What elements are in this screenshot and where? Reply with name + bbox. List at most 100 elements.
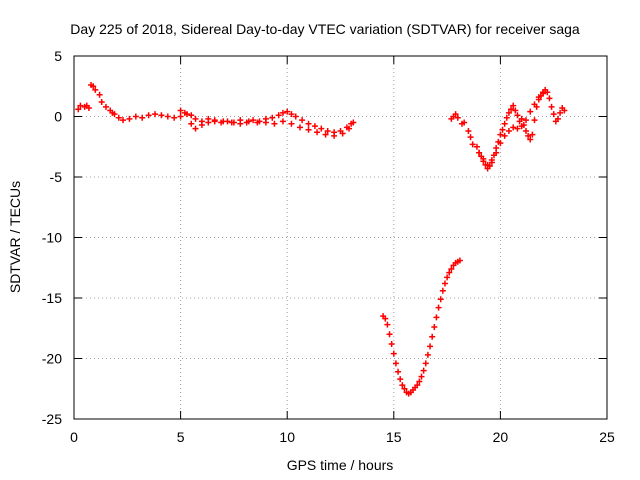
- data-point: [90, 83, 97, 90]
- data-point: [102, 103, 109, 110]
- data-point: [399, 382, 406, 389]
- data-point: [484, 161, 491, 168]
- data-point: [544, 89, 551, 96]
- data-point: [126, 115, 133, 122]
- data-point: [505, 109, 512, 116]
- data-point: [535, 94, 542, 101]
- data-point: [510, 124, 517, 131]
- data-point: [527, 108, 534, 115]
- data-point: [288, 120, 295, 127]
- data-point: [388, 340, 395, 347]
- data-point: [171, 114, 178, 121]
- data-point: [518, 115, 525, 122]
- data-point: [401, 385, 408, 392]
- data-point: [414, 382, 421, 389]
- x-tick-label: 10: [279, 429, 295, 445]
- data-point: [192, 125, 199, 132]
- y-tick-label: -5: [50, 169, 63, 185]
- data-point: [152, 111, 159, 118]
- data-point: [531, 101, 538, 108]
- data-point: [444, 274, 451, 281]
- data-point: [115, 114, 122, 121]
- data-point: [497, 131, 504, 138]
- data-point: [550, 111, 557, 118]
- data-point: [220, 118, 227, 125]
- data-point: [245, 118, 252, 125]
- data-point: [198, 121, 205, 128]
- data-point: [296, 124, 303, 131]
- data-point: [164, 113, 171, 120]
- data-point: [339, 130, 346, 137]
- data-point: [448, 265, 455, 272]
- data-point: [269, 114, 276, 121]
- data-point: [548, 103, 555, 110]
- data-point: [390, 350, 397, 357]
- y-tick-labels: 5 0 -5 -10 -15 -20 -25: [42, 48, 62, 427]
- data-point: [346, 125, 353, 132]
- data-point: [540, 90, 547, 97]
- data-point: [480, 155, 487, 162]
- data-point: [314, 129, 321, 136]
- data-point: [427, 343, 434, 350]
- data-point: [392, 360, 399, 367]
- data-point: [416, 378, 423, 385]
- chart-title: Day 225 of 2018, Sidereal Day-to-day VTE…: [70, 21, 580, 37]
- data-point: [522, 117, 529, 124]
- data-point: [305, 126, 312, 133]
- y-tick-label: -15: [42, 290, 62, 306]
- data-point: [441, 280, 448, 287]
- data-point: [501, 132, 508, 139]
- data-point: [288, 111, 295, 118]
- data-point: [237, 120, 244, 127]
- y-tick-label: 5: [54, 48, 62, 64]
- data-point: [192, 115, 199, 122]
- data-point: [518, 123, 525, 130]
- data-point: [299, 117, 306, 124]
- x-tick-label: 15: [386, 429, 402, 445]
- data-point: [503, 114, 510, 121]
- data-point: [467, 134, 474, 141]
- data-point: [456, 257, 463, 264]
- data-point: [505, 128, 512, 135]
- data-point: [514, 112, 521, 119]
- y-tick-label: -10: [42, 230, 62, 246]
- data-point: [322, 131, 329, 138]
- data-point: [499, 126, 506, 133]
- data-point: [132, 113, 139, 120]
- x-tick-label: 5: [177, 429, 185, 445]
- data-point: [85, 105, 92, 112]
- data-point: [429, 333, 436, 340]
- data-point: [284, 108, 291, 115]
- x-tick-labels: 0 5 10 15 20 25: [70, 429, 615, 445]
- data-point: [98, 98, 105, 105]
- data-point: [262, 119, 269, 126]
- data-point: [420, 367, 427, 374]
- x-tick-label: 20: [493, 429, 509, 445]
- grid: [74, 56, 607, 419]
- data-point: [188, 112, 195, 119]
- data-point: [92, 86, 99, 93]
- data-point: [476, 149, 483, 156]
- data-point: [554, 115, 561, 122]
- data-point: [446, 269, 453, 276]
- y-tick-label: -25: [42, 411, 62, 427]
- data-point: [311, 123, 318, 130]
- data-point: [158, 112, 165, 119]
- data-point: [254, 119, 261, 126]
- data-point: [497, 140, 504, 147]
- data-point: [275, 112, 282, 119]
- data-point: [431, 324, 438, 331]
- data-point: [422, 360, 429, 367]
- data-point: [522, 128, 529, 135]
- y-tick-label: 0: [54, 109, 62, 125]
- data-point: [205, 119, 212, 126]
- data-point: [228, 119, 235, 126]
- data-point: [527, 136, 534, 143]
- data-point: [382, 315, 389, 322]
- data-point: [279, 109, 286, 116]
- data-point: [461, 119, 468, 126]
- y-tick-label: -20: [42, 351, 62, 367]
- data-point: [514, 125, 521, 132]
- data-point: [525, 132, 532, 139]
- data-point: [433, 314, 440, 321]
